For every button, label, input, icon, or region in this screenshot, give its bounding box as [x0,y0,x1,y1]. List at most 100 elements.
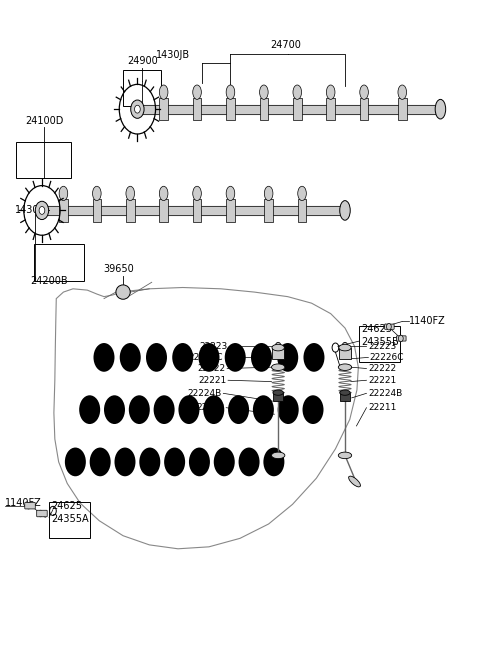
Circle shape [203,396,224,424]
Circle shape [139,447,160,476]
Bar [360,98,368,120]
Circle shape [38,510,43,517]
Text: 39650: 39650 [103,264,134,274]
Text: 24200B: 24200B [30,276,68,286]
Text: 22226C: 22226C [370,353,404,362]
Ellipse shape [298,186,306,201]
Circle shape [129,396,150,424]
Circle shape [239,447,260,476]
Circle shape [253,396,274,424]
Text: 22226C: 22226C [189,353,223,362]
Text: 22221: 22221 [198,376,227,385]
Text: 24700: 24700 [270,40,301,50]
Text: 22224B: 22224B [188,389,222,398]
Ellipse shape [193,186,201,201]
Ellipse shape [293,85,301,99]
Circle shape [65,447,86,476]
Text: 1430JB: 1430JB [15,205,49,215]
Text: 24625: 24625 [51,501,82,510]
Circle shape [115,447,135,476]
Ellipse shape [159,85,168,99]
Circle shape [302,396,324,424]
Text: 22223: 22223 [200,342,228,351]
Circle shape [189,447,210,476]
Bar [326,98,335,120]
Circle shape [303,343,324,372]
Ellipse shape [338,452,352,459]
Ellipse shape [93,186,101,201]
Ellipse shape [338,364,352,371]
Bar [340,393,350,401]
FancyBboxPatch shape [36,510,47,517]
Circle shape [214,447,235,476]
Bar [264,199,273,222]
Bar [193,98,201,120]
Circle shape [79,396,100,424]
Circle shape [278,396,299,424]
FancyBboxPatch shape [396,336,406,341]
Bar [193,199,201,222]
Bar [59,199,68,222]
Bar [272,348,284,359]
Circle shape [164,447,185,476]
Ellipse shape [340,390,350,396]
Text: 22222: 22222 [368,364,396,373]
Circle shape [264,447,284,476]
Bar [226,98,235,120]
Text: 22222: 22222 [198,364,226,373]
Circle shape [386,323,391,330]
Bar [293,98,301,120]
Ellipse shape [360,85,368,99]
Bar [273,393,283,401]
Circle shape [146,343,167,372]
Bar [298,199,306,222]
Text: 1140FZ: 1140FZ [5,498,42,508]
Circle shape [225,343,246,372]
Text: 22212: 22212 [196,403,225,412]
Ellipse shape [272,344,284,351]
Ellipse shape [326,85,335,99]
Circle shape [90,447,111,476]
Circle shape [120,343,141,372]
Ellipse shape [226,85,235,99]
Bar [93,199,101,222]
Circle shape [104,396,125,424]
Circle shape [131,100,144,118]
Text: 24625: 24625 [362,324,393,335]
Ellipse shape [272,364,285,371]
Ellipse shape [59,186,68,201]
Text: 24100D: 24100D [25,115,63,125]
Circle shape [134,105,140,113]
Text: 22224B: 22224B [368,389,402,398]
Text: 1430JB: 1430JB [156,50,190,60]
Ellipse shape [226,186,235,201]
Circle shape [251,343,272,372]
Circle shape [39,207,45,215]
Text: 22211: 22211 [368,403,396,412]
Circle shape [276,342,281,350]
Ellipse shape [348,476,360,487]
FancyBboxPatch shape [384,324,394,329]
Circle shape [35,201,48,220]
Ellipse shape [193,85,201,99]
Ellipse shape [264,186,273,201]
Circle shape [398,335,403,342]
Ellipse shape [260,85,268,99]
Text: 22223: 22223 [368,342,396,351]
Bar [339,348,351,359]
Ellipse shape [340,201,350,220]
Circle shape [26,502,31,509]
Bar [398,98,407,120]
Ellipse shape [116,285,130,299]
Circle shape [154,396,175,424]
Text: 24900: 24900 [127,56,157,66]
Bar [126,199,134,222]
Bar [159,199,168,222]
Ellipse shape [398,85,407,99]
Circle shape [179,396,199,424]
Circle shape [94,343,115,372]
FancyBboxPatch shape [25,502,35,509]
Circle shape [342,342,348,350]
Ellipse shape [126,186,134,201]
Bar [159,98,168,120]
